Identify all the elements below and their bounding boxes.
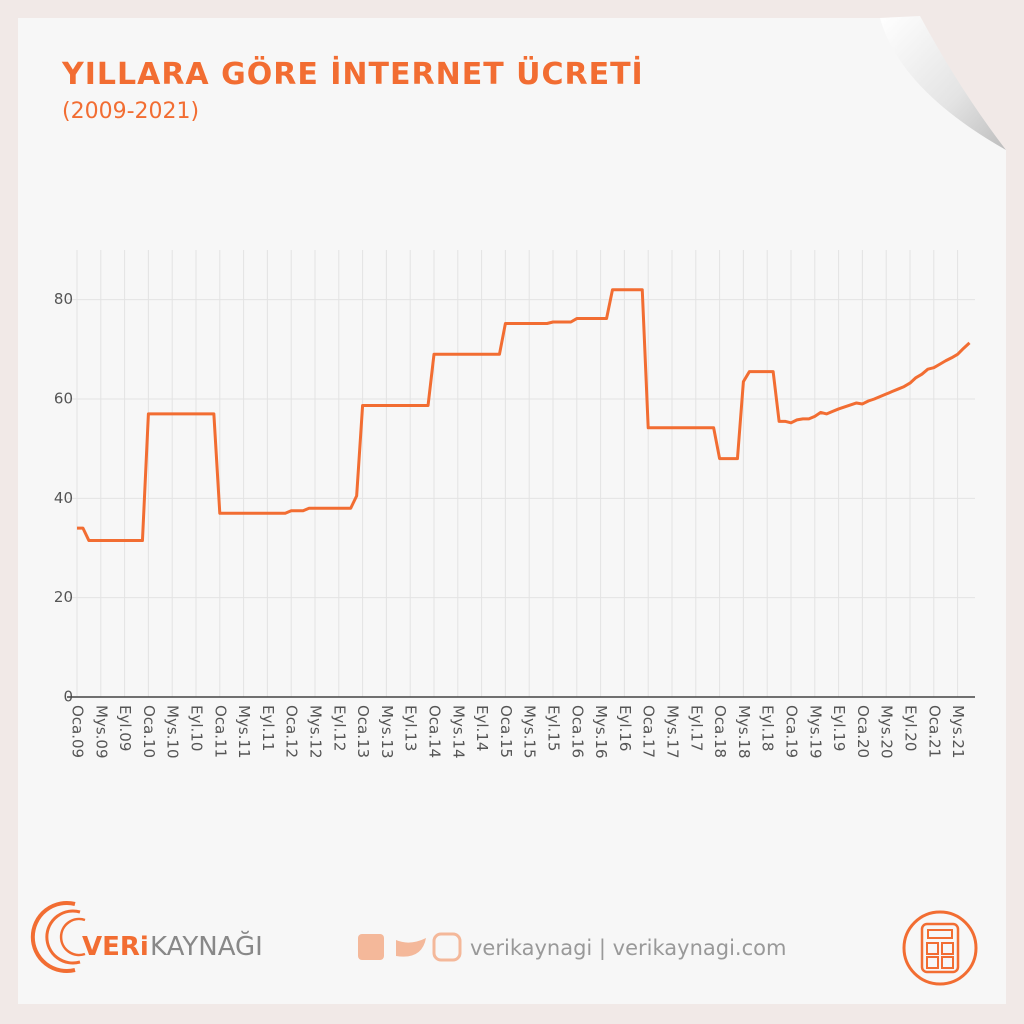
x-tick-label: Eyl.10 — [188, 705, 206, 751]
y-tick-label: 40 — [54, 489, 73, 507]
logo-strong: VERi — [82, 932, 149, 962]
x-tick-label: Mys.11 — [235, 705, 253, 759]
x-tick-label: Eyl.19 — [830, 705, 848, 751]
x-tick-label: Oca.12 — [283, 705, 301, 758]
x-tick-label: Oca.15 — [497, 705, 515, 758]
y-tick-label: 20 — [54, 588, 73, 606]
page-curl — [880, 16, 1006, 150]
footer-text: verikaynagi | verikaynagi.com — [470, 936, 786, 961]
plot-area: Oca.09 Mys.09 Eyl.09 Oca.10 Mys.10 Eyl.10 Oca.… — [54, 250, 975, 759]
logo-arc — [45, 909, 81, 965]
x-tick-label: Eyl.17 — [687, 705, 705, 751]
x-tick-label: Mys.16 — [592, 705, 610, 759]
x-tick-label: Eyl.12 — [330, 705, 348, 751]
x-tick-label: Oca.09 — [69, 705, 87, 758]
data-line — [77, 288, 971, 543]
x-tick-label: Oca.17 — [640, 705, 658, 758]
x-tick-label: Mys.21 — [949, 705, 967, 759]
x-tick-label: Mys.15 — [521, 705, 539, 759]
logo-arc — [59, 917, 86, 957]
x-tick-label: Oca.10 — [140, 705, 158, 758]
x-tick-label: Oca.16 — [568, 705, 586, 758]
x-tick-label: Mys.13 — [378, 705, 396, 759]
x-tick-label: Oca.18 — [711, 705, 729, 758]
x-tick-label: Mys.09 — [92, 705, 110, 759]
x-tick-label: Mys.19 — [806, 705, 824, 759]
logo-arc — [30, 901, 76, 973]
x-tick-label: Eyl.11 — [259, 705, 277, 751]
instagram-icon — [432, 932, 462, 962]
x-tick-label: Oca.11 — [211, 705, 229, 758]
x-tick-label: Eyl.09 — [116, 705, 134, 751]
logo-rest: KAYNAĞI — [150, 930, 263, 962]
chart-title: YILLARA GÖRE İNTERNET ÜCRETİ — [61, 55, 644, 92]
x-tick-label: Mys.20 — [878, 705, 896, 759]
facebook-icon — [358, 934, 384, 960]
x-tick-label: Eyl.14 — [473, 705, 491, 751]
x-tick-label: Mys.14 — [449, 705, 467, 759]
x-tick-label: Mys.12 — [307, 705, 325, 759]
x-tick-label: Eyl.13 — [402, 705, 420, 751]
x-tick-label: Oca.13 — [354, 705, 372, 758]
x-tick-label: Eyl.15 — [545, 705, 563, 751]
x-tick-label: Mys.10 — [164, 705, 182, 759]
social-icons — [358, 932, 462, 962]
y-tick-label: 60 — [54, 390, 73, 408]
x-tick-label: Mys.17 — [664, 705, 682, 759]
twitter-icon — [396, 938, 426, 957]
paper — [18, 18, 1006, 1004]
calculator-icon — [902, 910, 978, 986]
x-tick-label: Oca.14 — [426, 705, 444, 758]
x-tick-label: Mys.18 — [735, 705, 753, 759]
x-tick-label: Eyl.18 — [759, 705, 777, 751]
x-tick-label: Oca.20 — [854, 705, 872, 758]
x-tick-label: Oca.19 — [783, 705, 801, 758]
y-tick-label: 80 — [54, 290, 73, 308]
x-tick-label: Oca.21 — [925, 705, 943, 758]
x-tick-label: Eyl.20 — [902, 705, 920, 751]
chart-subtitle: (2009-2021) — [62, 99, 199, 124]
x-tick-label: Eyl.16 — [616, 705, 634, 751]
logo: VERi KAYNAĞI — [30, 901, 263, 973]
